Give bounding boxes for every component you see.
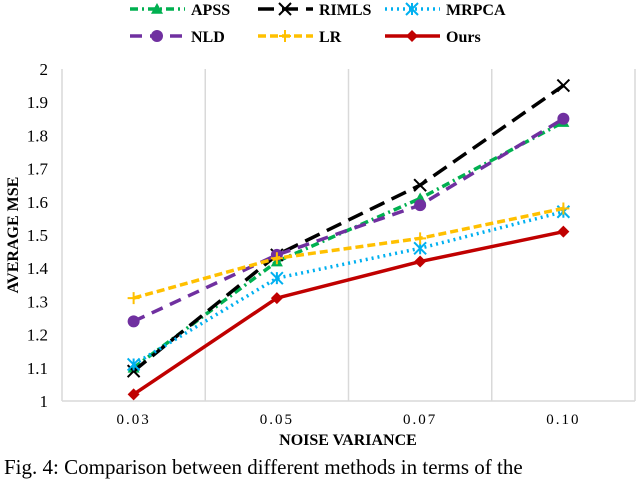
data-point-lr [414,232,427,245]
legend-marker-apss [151,3,163,14]
legend-label: APSS [191,2,230,19]
x-tick-label: 0.07 [403,412,437,428]
data-point-ours [270,292,283,305]
y-tick-label: 1.6 [27,193,48,212]
data-point-nld [557,112,570,125]
figure-caption: Fig. 4: Comparison between different met… [4,455,523,479]
legend-label: MRPCA [446,2,506,19]
series-line-mrpca [132,210,564,366]
legend-label: NLD [191,29,225,46]
data-point-lr [270,252,283,265]
series-line-lr [133,206,564,300]
y-tick-label: 1.5 [27,226,48,245]
y-axis-title: AVERAGE MSE [5,177,22,294]
data-point-ours [127,388,140,401]
data-point-lr [557,202,570,215]
x-tick-label: 0.10 [546,412,580,428]
data-point-nld [414,199,427,212]
y-tick-label: 1 [40,392,49,411]
legend-label: RIMLS [319,2,372,19]
data-point-mrpca [270,271,284,285]
y-tick-label: 1.1 [27,359,48,378]
y-tick-label: 1.9 [27,93,48,112]
y-tick-label: 2 [40,60,49,79]
series-line-ours [132,229,564,396]
y-tick-label: 1.4 [27,259,49,278]
data-point-mrpca [126,357,141,372]
line-chart: 1 1.1 1.2 1.3 1.4 1.5 1.6 1.7 1.8 1.9 2 0.03 0.05 0.0… [5,2,636,449]
legend-marker-rimls [278,2,292,16]
y-tick-label: 1.3 [27,292,48,311]
y-tick-label: 1.7 [27,160,49,179]
x-axis-title: NOISE VARIANCE [279,432,417,449]
legend-marker-lr [279,30,291,42]
legend-marker-mrpca [405,2,419,16]
y-tick-label: 1.2 [27,326,48,345]
series-line-apss [132,120,565,370]
legend-marker-nld [151,30,163,42]
data-point-lr [127,292,140,305]
data-point-ours [557,225,570,238]
data-point-nld [127,315,140,328]
x-tick-label: 0.03 [117,412,151,428]
series-line-rimls [132,84,565,373]
data-point-rimls [413,178,427,192]
legend-marker-ours [406,30,418,42]
y-tick-label: 1.8 [27,126,48,145]
x-tick-label: 0.05 [260,412,294,428]
legend-label: LR [319,29,342,46]
data-point-ours [414,255,427,268]
legend-label: Ours [446,29,481,46]
data-point-rimls [556,78,571,93]
